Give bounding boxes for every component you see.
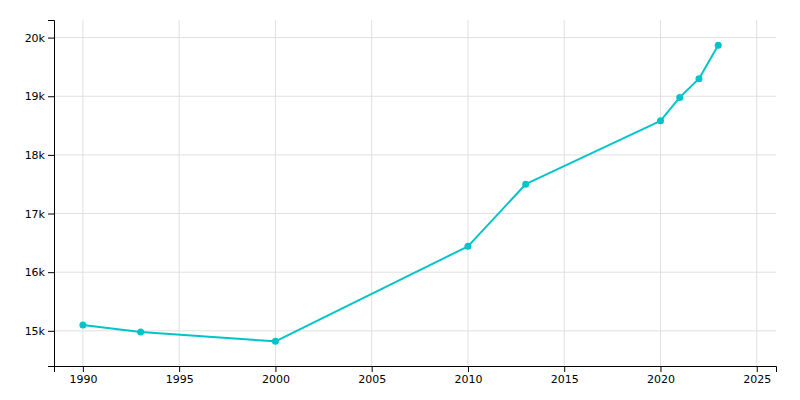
point <box>464 243 471 250</box>
plot-area <box>79 42 721 345</box>
chart: 1990 1995 2000 2005 2010 2015 2020 2025 15k 16k 17… <box>0 0 800 400</box>
tick-mark <box>372 366 373 372</box>
tick-label: 19k <box>25 90 46 103</box>
tick-mark <box>48 38 54 39</box>
grid-line <box>467 20 468 366</box>
tick-label: 2025 <box>743 373 771 386</box>
tick-label: 2015 <box>551 373 579 386</box>
point <box>676 94 683 101</box>
tick-mark <box>564 366 565 372</box>
tick-label: 2005 <box>358 373 386 386</box>
tick-mark <box>179 366 180 372</box>
tick-label: 18k <box>25 149 46 162</box>
tick-label: 17k <box>25 208 46 221</box>
grid-line <box>371 20 372 366</box>
tick: 1995 <box>166 366 194 386</box>
tick-label: 15k <box>25 325 46 338</box>
tick: 16k <box>25 266 54 279</box>
tick: 18k <box>25 149 54 162</box>
tick-mark <box>468 366 469 372</box>
tick: 2005 <box>358 366 386 386</box>
point <box>695 75 702 82</box>
grid-line <box>179 20 180 366</box>
tick: 15k <box>25 325 54 338</box>
grid-line <box>660 20 661 366</box>
tick: 2010 <box>454 366 482 386</box>
point <box>272 338 279 345</box>
tick-label: 2020 <box>647 373 675 386</box>
grid-line <box>275 20 276 366</box>
tick-mark <box>48 331 54 332</box>
axis-line <box>48 21 55 367</box>
tick: 1990 <box>69 366 97 386</box>
point <box>137 328 144 335</box>
tick-mark <box>48 155 54 156</box>
grid-line <box>54 96 776 97</box>
grid-line <box>756 20 757 366</box>
grid-line <box>54 37 776 38</box>
point <box>657 117 664 124</box>
point <box>522 181 529 188</box>
line <box>83 45 718 341</box>
tick: 20k <box>25 32 54 45</box>
tick-mark <box>83 366 84 372</box>
tick: 2025 <box>743 366 771 386</box>
tick-label: 1995 <box>166 373 194 386</box>
grid-line <box>54 154 776 155</box>
point <box>715 42 722 49</box>
grid <box>54 20 776 366</box>
tick: 19k <box>25 90 54 103</box>
grid-line <box>54 330 776 331</box>
tick-mark <box>275 366 276 372</box>
tick-mark <box>48 272 54 273</box>
grid-line <box>564 20 565 366</box>
point <box>79 321 86 328</box>
tick-label: 16k <box>25 266 46 279</box>
tick-mark <box>48 96 54 97</box>
grid-line <box>54 213 776 214</box>
tick-label: 1990 <box>69 373 97 386</box>
tick-mark <box>757 366 758 372</box>
tick: 2015 <box>551 366 579 386</box>
y-axis: 15k 16k 17k 18k 19k 20k <box>25 21 55 367</box>
x-axis: 1990 1995 2000 2005 2010 2015 2020 2025 <box>55 366 777 386</box>
axis-line <box>55 367 777 373</box>
tick-mark <box>660 366 661 372</box>
tick: 2020 <box>647 366 675 386</box>
tick-mark <box>48 214 54 215</box>
grid-line <box>82 20 83 366</box>
tick-label: 20k <box>25 32 46 45</box>
tick: 2000 <box>262 366 290 386</box>
tick: 17k <box>25 208 54 221</box>
tick-label: 2010 <box>454 373 482 386</box>
tick-label: 2000 <box>262 373 290 386</box>
